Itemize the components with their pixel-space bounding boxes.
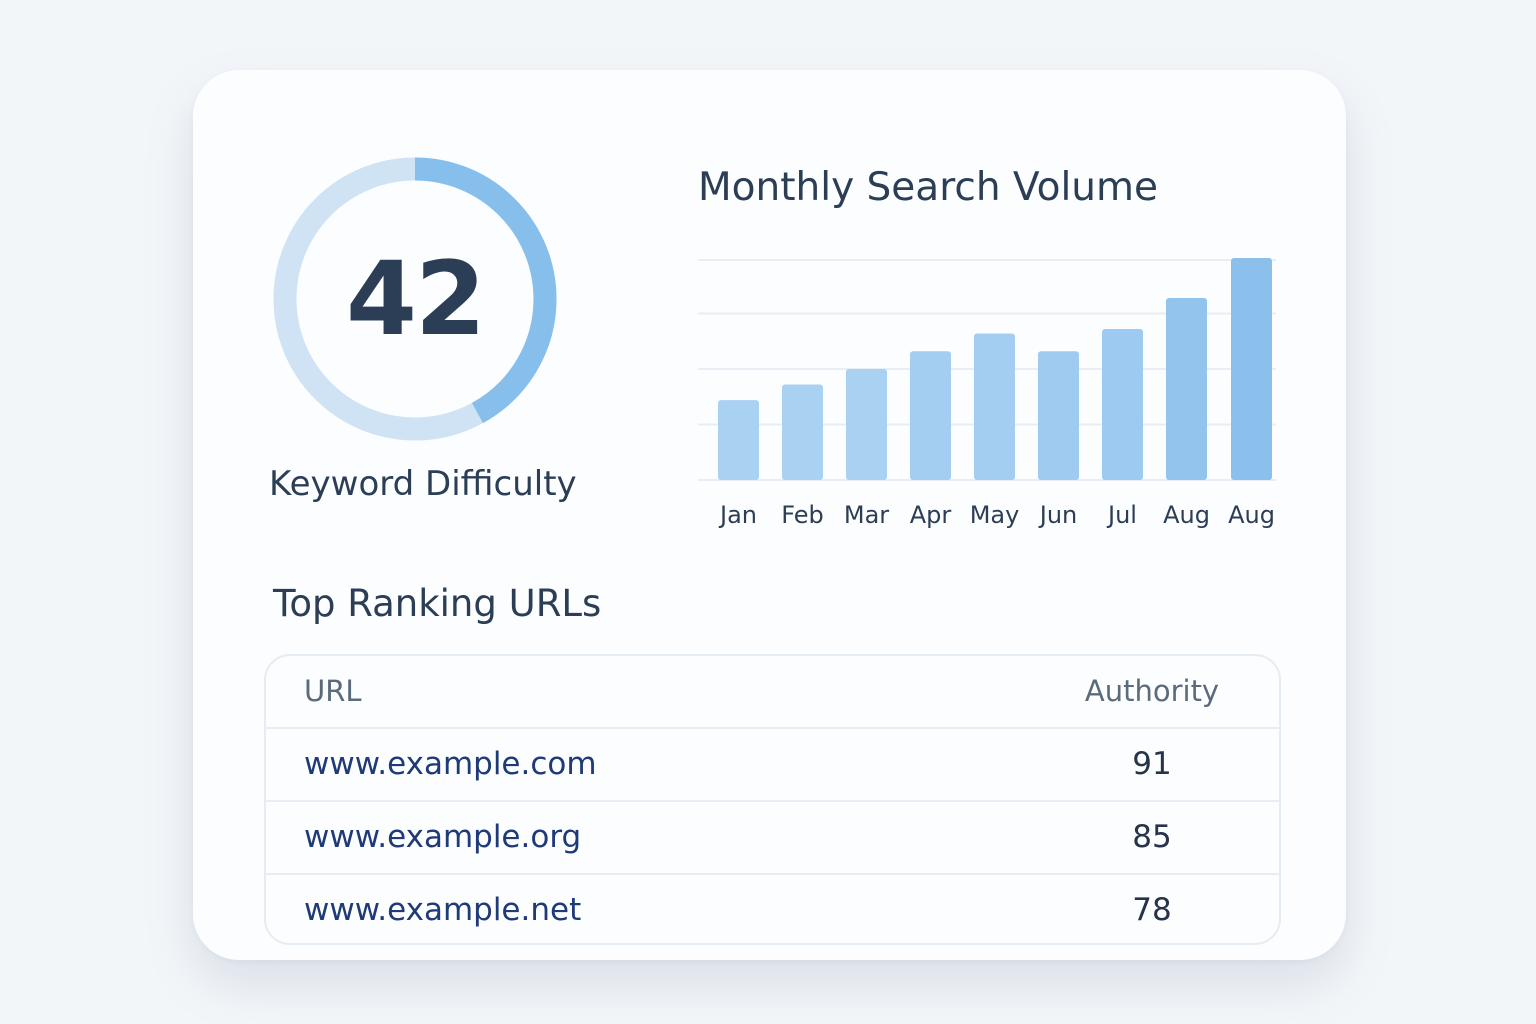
chart-title: Monthly Search Volume (698, 165, 1158, 210)
url-link[interactable]: www.example.org (304, 819, 582, 855)
x-tick-label: Aug (1228, 501, 1275, 529)
bar-chart-svg: Jan Feb Mar Apr May Jun Jul Aug Aug (698, 258, 1276, 529)
authority-value: 85 (1132, 819, 1172, 855)
x-tick-label: Jul (1106, 501, 1137, 529)
url-link[interactable]: www.example.net (304, 892, 582, 928)
monthly-search-volume-chart: Jan Feb Mar Apr May Jun Jul Aug Aug (698, 240, 1278, 540)
keyword-difficulty-value: 42 (346, 239, 486, 359)
top-ranking-title: Top Ranking URLs (273, 582, 602, 625)
table-row[interactable]: www.example.net 78 (266, 875, 1279, 943)
url-link[interactable]: www.example.com (304, 746, 597, 782)
ranking-table: URL Authority www.example.com 91 www.exa… (264, 654, 1281, 945)
x-tick-label: Jun (1038, 501, 1078, 529)
bar-aug-8 (1231, 258, 1272, 480)
authority-value: 91 (1132, 746, 1172, 782)
x-tick-label: Jan (718, 501, 757, 529)
bar-may-4 (974, 333, 1015, 480)
gauge-ring (273, 157, 557, 441)
x-tick-label: Feb (781, 501, 824, 529)
gauge-fill (273, 157, 557, 441)
keyword-difficulty-label: Keyword Difficulty (269, 464, 577, 504)
table-header-row: URL Authority (266, 656, 1279, 729)
table-row[interactable]: www.example.com 91 (266, 729, 1279, 802)
x-tick-label: Aug (1163, 501, 1210, 529)
bar-apr-3 (910, 351, 951, 480)
bar-mar-2 (846, 369, 887, 480)
bar-aug-7 (1166, 297, 1207, 480)
dashboard-card: 42 Keyword Difficulty Monthly Search Vol… (193, 70, 1346, 960)
x-tick-label: Mar (844, 501, 889, 529)
x-tick-label: May (970, 501, 1020, 529)
bar-jun-5 (1038, 351, 1079, 480)
keyword-difficulty-gauge: 42 (273, 157, 557, 441)
bar-jan-0 (718, 400, 759, 480)
x-tick-label: Apr (910, 501, 952, 529)
authority-value: 78 (1132, 892, 1172, 928)
column-header-url: URL (304, 674, 362, 708)
bar-jul-6 (1102, 329, 1143, 480)
bar-feb-1 (782, 384, 823, 480)
column-header-authority: Authority (1084, 674, 1220, 708)
table-row[interactable]: www.example.org 85 (266, 802, 1279, 875)
